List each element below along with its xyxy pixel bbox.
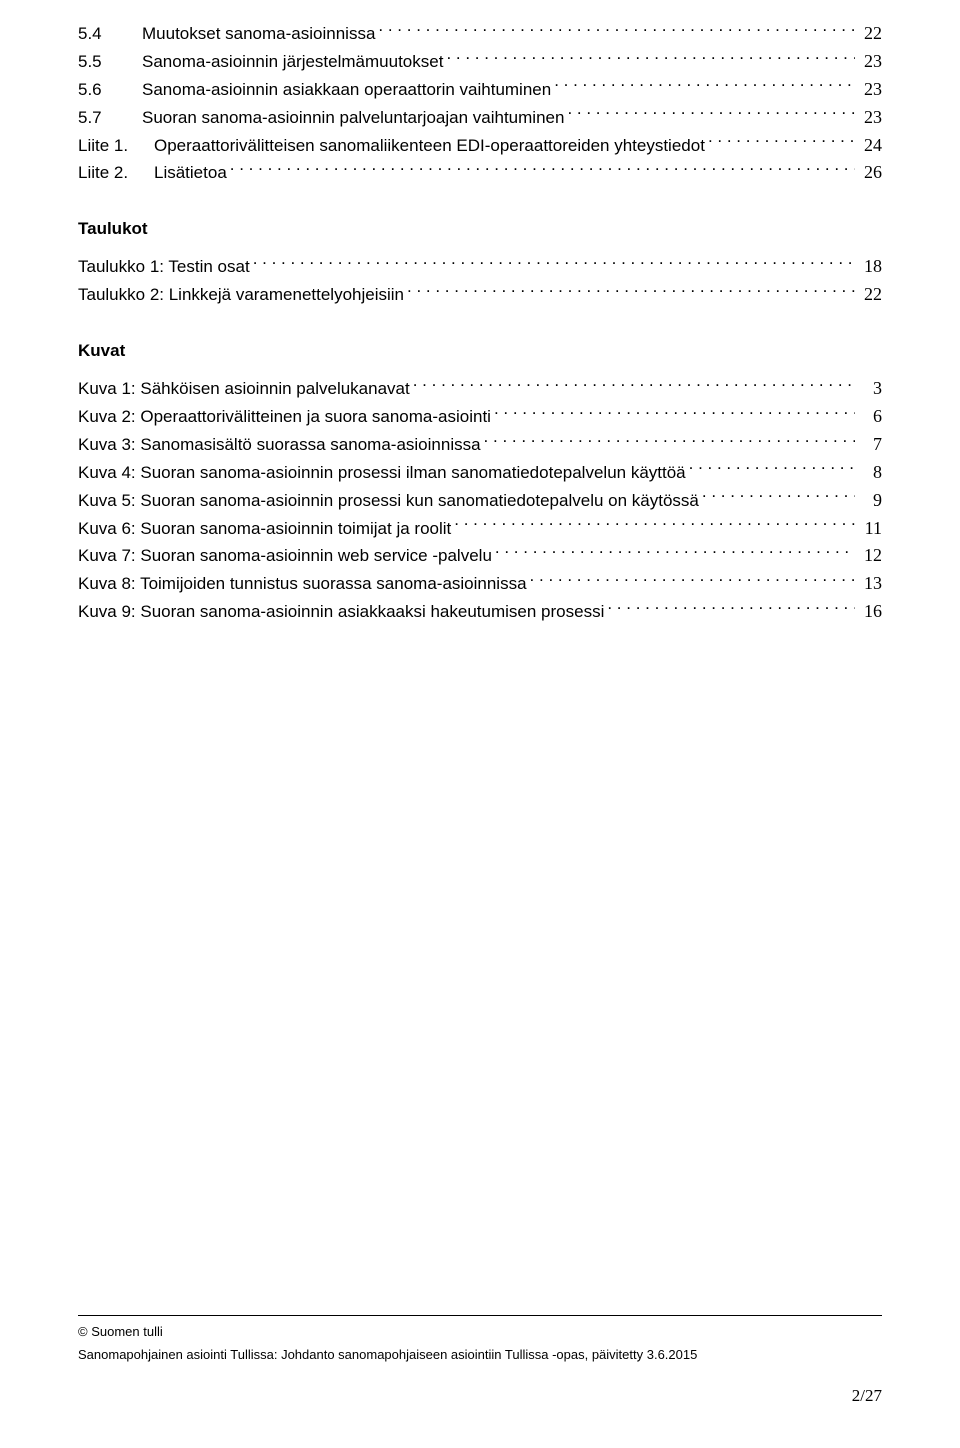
toc-heading-figures: Kuvat [78, 341, 882, 361]
toc-row: 5.6 Sanoma-asioinnin asiakkaan operaatto… [78, 76, 882, 104]
toc-title: Suoran sanoma-asioinnin palveluntarjoaja… [142, 105, 564, 131]
toc-leader-dots [530, 572, 855, 589]
toc-number: 5.7 [78, 105, 142, 131]
toc-row: 5.4 Muutokset sanoma-asioinnissa 22 [78, 20, 882, 48]
toc-leader-dots [407, 283, 855, 300]
toc-leader-dots [567, 106, 855, 123]
toc-title: Kuva 5: Suoran sanoma-asioinnin prosessi… [78, 488, 699, 514]
toc-page-number: 11 [858, 515, 882, 543]
toc-leader-dots [446, 50, 855, 67]
toc-page-number: 16 [858, 598, 882, 626]
toc-number: 5.4 [78, 21, 142, 47]
toc-leader-dots [702, 489, 855, 506]
toc-row: Kuva 3: Sanomasisältö suorassa sanoma-as… [78, 431, 882, 459]
toc-row: Taulukko 2: Linkkejä varamenettelyohjeis… [78, 281, 882, 309]
toc-content: 5.4 Muutokset sanoma-asioinnissa 22 5.5 … [78, 20, 882, 1315]
toc-leader-dots [495, 544, 855, 561]
toc-title: Kuva 9: Suoran sanoma-asioinnin asiakkaa… [78, 599, 604, 625]
toc-page-number: 7 [858, 431, 882, 459]
toc-page-number: 12 [858, 542, 882, 570]
footer-copyright: © Suomen tulli [78, 1322, 882, 1342]
toc-title: Taulukko 2: Linkkejä varamenettelyohjeis… [78, 282, 404, 308]
toc-leader-dots [607, 600, 855, 617]
toc-row: Kuva 6: Suoran sanoma-asioinnin toimijat… [78, 515, 882, 543]
toc-page-number: 6 [858, 403, 882, 431]
toc-row: Kuva 5: Suoran sanoma-asioinnin prosessi… [78, 487, 882, 515]
toc-leader-dots [554, 78, 855, 95]
toc-title: Kuva 8: Toimijoiden tunnistus suorassa s… [78, 571, 527, 597]
toc-page-number: 9 [858, 487, 882, 515]
toc-page-number: 23 [858, 48, 882, 76]
toc-page-number: 22 [858, 20, 882, 48]
toc-prefix: Liite 2. [78, 160, 154, 186]
toc-title: Sanoma-asioinnin asiakkaan operaattorin … [142, 77, 551, 103]
toc-title: Kuva 1: Sähköisen asioinnin palvelukanav… [78, 376, 410, 402]
toc-row: Kuva 8: Toimijoiden tunnistus suorassa s… [78, 570, 882, 598]
footer-doc-title: Sanomapohjainen asiointi Tullissa: Johda… [78, 1345, 882, 1365]
toc-row: Kuva 1: Sähköisen asioinnin palvelukanav… [78, 375, 882, 403]
toc-leader-dots [494, 405, 855, 422]
toc-heading-tables: Taulukot [78, 219, 882, 239]
toc-number: 5.6 [78, 77, 142, 103]
page-footer: © Suomen tulli Sanomapohjainen asiointi … [78, 1315, 882, 1409]
toc-page-number: 26 [858, 159, 882, 187]
toc-page-number: 13 [858, 570, 882, 598]
toc-prefix: Liite 1. [78, 133, 154, 159]
toc-leader-dots [413, 377, 855, 394]
toc-page-number: 18 [858, 253, 882, 281]
toc-row: 5.5 Sanoma-asioinnin järjestelmämuutokse… [78, 48, 882, 76]
toc-title: Kuva 3: Sanomasisältö suorassa sanoma-as… [78, 432, 481, 458]
toc-title: Operaattorivälitteisen sanomaliikenteen … [154, 133, 705, 159]
toc-title: Kuva 4: Suoran sanoma-asioinnin prosessi… [78, 460, 686, 486]
toc-leader-dots [378, 22, 855, 39]
toc-page-number: 8 [858, 459, 882, 487]
toc-number: 5.5 [78, 49, 142, 75]
toc-sections-block: 5.4 Muutokset sanoma-asioinnissa 22 5.5 … [78, 20, 882, 187]
toc-row: Liite 1. Operaattorivälitteisen sanomali… [78, 132, 882, 160]
toc-figures-block: Kuvat Kuva 1: Sähköisen asioinnin palvel… [78, 341, 882, 626]
toc-row: Kuva 7: Suoran sanoma-asioinnin web serv… [78, 542, 882, 570]
footer-page-number: 2/27 [78, 1383, 882, 1409]
toc-row: Liite 2. Lisätietoa 26 [78, 159, 882, 187]
toc-page-number: 24 [858, 132, 882, 160]
toc-row: Kuva 4: Suoran sanoma-asioinnin prosessi… [78, 459, 882, 487]
toc-page-number: 23 [858, 104, 882, 132]
toc-leader-dots [689, 461, 855, 478]
toc-title: Lisätietoa [154, 160, 227, 186]
toc-leader-dots [454, 517, 855, 534]
toc-tables-block: Taulukot Taulukko 1: Testin osat 18 Taul… [78, 219, 882, 309]
toc-row: Kuva 9: Suoran sanoma-asioinnin asiakkaa… [78, 598, 882, 626]
toc-leader-dots [253, 255, 855, 272]
toc-title: Kuva 7: Suoran sanoma-asioinnin web serv… [78, 543, 492, 569]
toc-leader-dots [484, 433, 855, 450]
toc-page-number: 22 [858, 281, 882, 309]
toc-title: Kuva 6: Suoran sanoma-asioinnin toimijat… [78, 516, 451, 542]
toc-title: Sanoma-asioinnin järjestelmämuutokset [142, 49, 443, 75]
toc-leader-dots [230, 161, 855, 178]
toc-row: 5.7 Suoran sanoma-asioinnin palveluntarj… [78, 104, 882, 132]
toc-title: Kuva 2: Operaattorivälitteinen ja suora … [78, 404, 491, 430]
toc-page-number: 23 [858, 76, 882, 104]
toc-title: Muutokset sanoma-asioinnissa [142, 21, 375, 47]
document-page: 5.4 Muutokset sanoma-asioinnissa 22 5.5 … [0, 0, 960, 1448]
toc-title: Taulukko 1: Testin osat [78, 254, 250, 280]
toc-leader-dots [708, 134, 855, 151]
toc-row: Kuva 2: Operaattorivälitteinen ja suora … [78, 403, 882, 431]
toc-row: Taulukko 1: Testin osat 18 [78, 253, 882, 281]
toc-page-number: 3 [858, 375, 882, 403]
